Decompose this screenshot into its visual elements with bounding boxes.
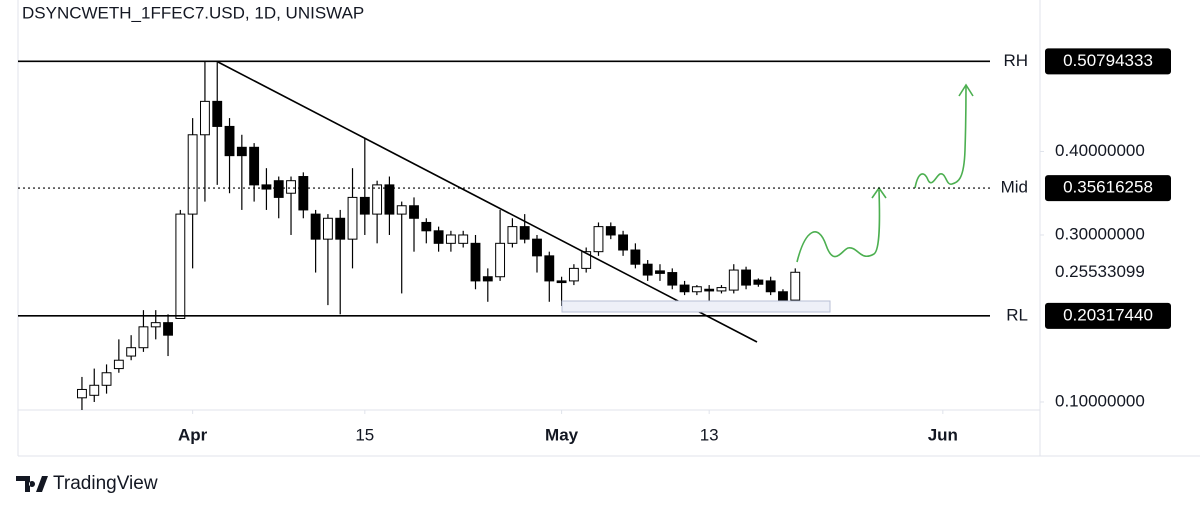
candle-body	[495, 242, 506, 278]
level-name: RL	[1006, 305, 1028, 324]
x-tick-label: Apr	[178, 425, 208, 444]
candle-body	[138, 326, 149, 349]
logo-mark	[16, 476, 48, 492]
x-tick-label: 15	[355, 425, 374, 444]
candle-body	[630, 249, 641, 265]
candle-body	[322, 217, 333, 240]
y-tick-label: 0.40000000	[1055, 141, 1145, 160]
candle-body	[249, 146, 260, 186]
candle-body	[126, 347, 137, 357]
candle-body	[200, 100, 210, 136]
candle-body	[765, 280, 776, 293]
candle-body	[716, 287, 727, 292]
trend-line	[217, 61, 758, 343]
candle-body	[741, 269, 751, 286]
level-price: 0.35616258	[1063, 178, 1153, 197]
candle-body	[593, 226, 604, 253]
candle-body	[433, 230, 444, 244]
candle-body	[704, 288, 715, 292]
candle-body	[728, 269, 739, 291]
candle-body	[679, 284, 690, 293]
candle-body	[347, 196, 358, 240]
candle-body	[150, 322, 161, 328]
level-name: Mid	[1001, 178, 1028, 197]
y-tick-label: 0.10000000	[1055, 391, 1145, 410]
candle-body	[691, 286, 702, 293]
candle-body	[175, 213, 186, 319]
candle-body	[618, 234, 629, 251]
x-tick-label: Jun	[928, 425, 958, 444]
candle-body	[519, 226, 530, 240]
candle-body	[421, 221, 432, 232]
candle-body	[778, 291, 788, 301]
candle-body	[458, 234, 469, 244]
candle-body	[470, 242, 481, 282]
x-tick-label: May	[545, 425, 579, 444]
level-price-box	[1045, 302, 1171, 329]
candle-body	[359, 196, 370, 215]
candle-body	[372, 184, 383, 215]
candle-body	[568, 267, 579, 282]
level-price-box	[1045, 48, 1171, 75]
forecast-path	[914, 85, 967, 189]
chart-title: DSYNCWETH_1FFEC7.USD, 1D, UNISWAP	[22, 3, 364, 22]
brand-logo	[16, 476, 48, 492]
candle-body	[532, 238, 542, 257]
level-price: 0.20317440	[1063, 305, 1153, 324]
candle-body	[310, 213, 321, 240]
level-name: RH	[1003, 51, 1028, 70]
plot	[77, 61, 801, 410]
x-tick-label: 13	[700, 425, 719, 444]
candle-body	[298, 176, 309, 211]
candle-body	[556, 280, 567, 284]
level-price-box	[1045, 175, 1171, 202]
candle-body	[642, 263, 653, 276]
candle-body	[445, 234, 456, 244]
candle-body	[113, 359, 124, 370]
candle-body	[286, 180, 296, 194]
candle-body	[790, 271, 801, 301]
candle-body	[261, 184, 272, 190]
candle-body	[273, 180, 284, 198]
support-zone	[561, 300, 831, 313]
candle-body	[89, 384, 100, 396]
y-tick-label: 0.30000000	[1055, 224, 1145, 243]
candle-body	[212, 100, 223, 127]
candle-body	[384, 184, 395, 215]
candle-body	[101, 372, 112, 386]
candle-body	[655, 270, 665, 274]
candle-body	[163, 322, 173, 336]
candle-body	[224, 125, 235, 157]
candle-body	[581, 251, 592, 269]
candle-body	[335, 217, 346, 240]
candle-body	[187, 134, 198, 215]
candle-body	[605, 226, 616, 236]
last-price-label: 0.25533099	[1055, 262, 1145, 281]
brand-name: TradingView	[53, 473, 158, 494]
candle-body	[77, 388, 87, 399]
candle-body	[544, 255, 555, 282]
candle-body	[396, 205, 407, 215]
candle-body	[482, 276, 493, 282]
level-price: 0.50794333	[1063, 51, 1153, 70]
forecast-arrow	[958, 83, 974, 97]
candle-body	[236, 146, 247, 157]
candle-body	[667, 272, 678, 286]
candle-body	[409, 205, 419, 219]
candle-body	[507, 226, 518, 244]
candle-body	[753, 279, 764, 285]
forecast-path	[796, 189, 881, 263]
